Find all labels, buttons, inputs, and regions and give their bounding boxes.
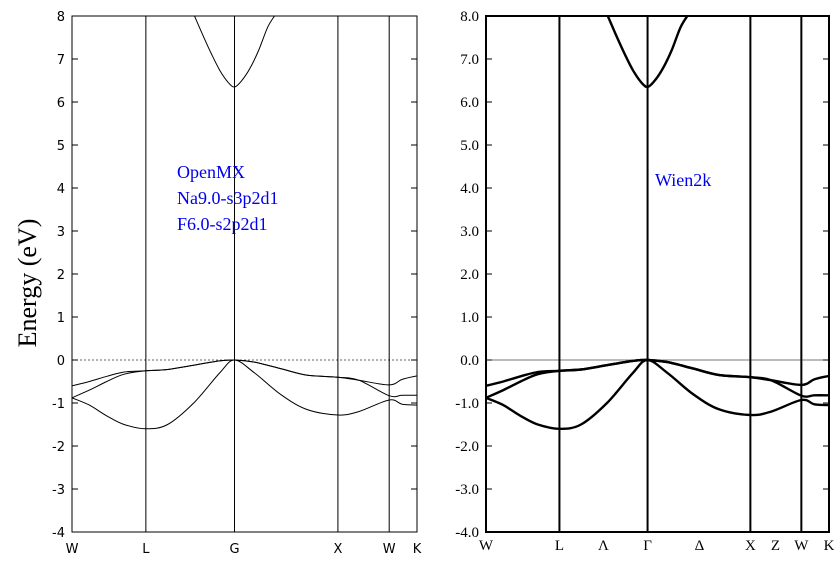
kpoint-label: W [383,542,396,557]
y-tick-label: -3 [52,483,65,498]
y-tick-label: -2 [52,440,65,455]
band-line [606,16,689,89]
kpoint-label: W [479,538,494,554]
band-line [72,359,417,387]
y-tick-label: 7 [57,53,65,68]
y-tick-label: 3.0 [460,224,479,240]
y-tick-label: -1 [52,397,65,412]
panel-annotation: F6.0-s2p2d1 [177,214,268,234]
kpoint-label: Z [771,538,780,554]
kpoint-label: L [555,538,564,554]
kpoint-label: G [229,542,239,557]
kpoint-label: K [413,542,422,557]
band-line [486,358,829,431]
y-tick-label: -4 [52,526,65,541]
y-tick-label: 4.0 [460,181,479,197]
kpoint-label: X [745,538,756,554]
band-line [194,16,275,88]
y-tick-label: -1.0 [455,396,479,412]
band-line [72,359,417,430]
y-tick-label: 6 [57,96,65,111]
plot-frame [485,15,830,533]
y-tick-label: 0 [57,354,65,369]
y-tick-label: 4 [57,182,65,197]
y-tick-label: 2 [57,268,65,283]
y-tick-label: -2.0 [455,439,479,455]
openmx-panel: -4 -3 -2 -1 0 1 2 3 4 5 6 7 8 W L G X W K OpenMX Na9.0-s3p2d… [52,10,422,557]
kpoint-label: K [824,538,835,554]
y-tick-label: 5 [57,139,65,154]
y-tick-label: -3.0 [455,482,479,498]
panel-annotation: OpenMX [177,162,245,182]
kpoint-label: Δ [695,538,705,554]
kpoint-label: L [142,542,150,557]
panel-annotation: Na9.0-s3p2d1 [177,188,279,208]
y-tick-label: 3 [57,225,65,240]
y-tick-label: 6.0 [460,95,479,111]
panel-annotation: Wien2k [655,170,711,190]
y-tick-label: 7.0 [460,52,479,68]
kpoint-label: X [333,542,342,557]
y-tick-label: 1 [57,311,65,326]
kpoint-label: W [794,538,809,554]
kpoint-label: Γ [643,538,652,554]
y-tick-label: 0.0 [460,353,479,369]
y-tick-label: 8 [57,10,65,25]
y-tick-label: 5.0 [460,138,479,154]
kpoint-label: Λ [598,538,609,554]
y-tick-label: 1.0 [460,310,479,326]
kpoint-label: W [66,542,79,557]
y-tick-label: -4.0 [455,525,479,541]
y-tick-label: 8.0 [460,9,479,25]
plot-frame [71,15,418,533]
band-line [72,359,417,399]
y-axis-label: Energy (eV) [13,219,42,348]
wien2k-panel: -4.0 -3.0 -2.0 -1.0 0.0 1.0 2.0 3.0 4.0 5.0 6.0 7.0… [455,9,834,554]
y-tick-label: 2.0 [460,267,479,283]
